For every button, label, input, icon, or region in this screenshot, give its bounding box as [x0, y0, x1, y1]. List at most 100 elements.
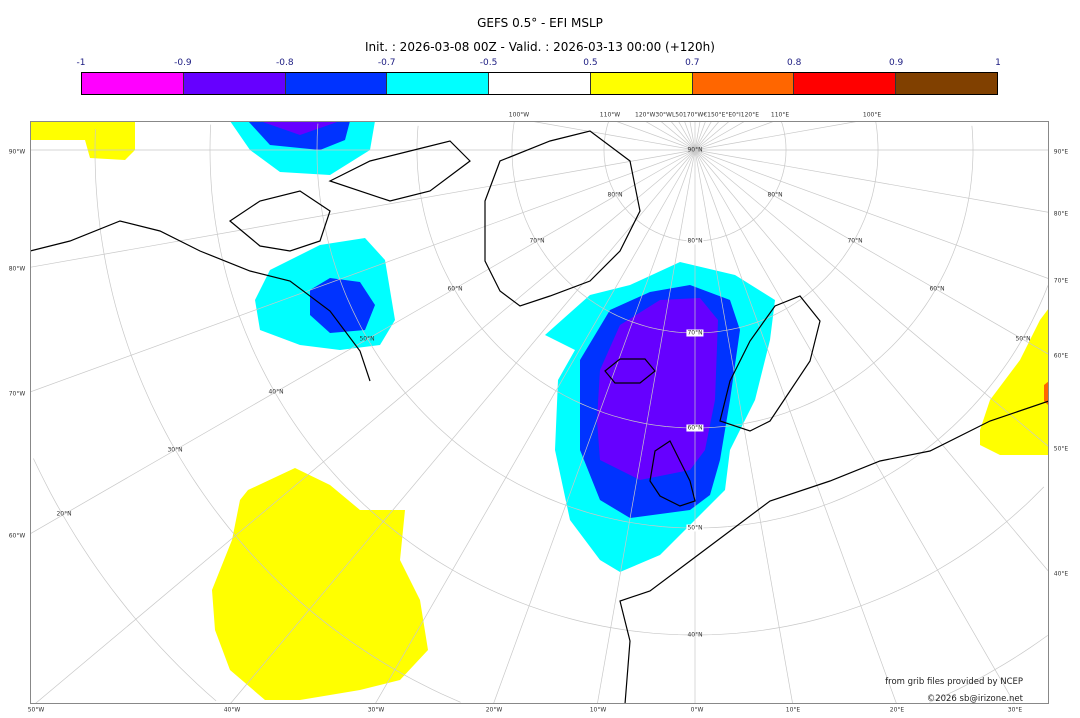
- meridian-line: [694, 149, 1049, 280]
- graticule-label: 10°W: [589, 706, 607, 714]
- meridian-line: [694, 149, 1016, 704]
- meridian-line: [694, 121, 730, 151]
- meridian-line: [677, 121, 696, 151]
- graticule-label: 50°W: [27, 706, 45, 714]
- graticule-label: 20°W: [485, 706, 503, 714]
- scandinavia-coast: [719, 295, 821, 432]
- meridian-line: [694, 121, 713, 151]
- graticule-label: 20°N: [56, 510, 72, 518]
- colorbar-bin: [590, 73, 693, 94]
- graticule-label: 40°N: [687, 631, 703, 639]
- graticule-label: 60°N: [686, 424, 704, 432]
- colorbar-bin: [794, 73, 897, 94]
- graticule-label: 40°W: [223, 706, 241, 714]
- graticule-label: 110°E: [770, 111, 790, 119]
- graticule-label: 100°W: [508, 111, 530, 119]
- graticule-label: 90°W: [8, 148, 26, 156]
- graticule-label: 50°N: [359, 335, 375, 343]
- meridian-line: [694, 121, 706, 151]
- meridian-line: [694, 121, 720, 151]
- latitude-circle: [209, 124, 696, 636]
- britain-coast: [649, 440, 696, 507]
- colorbar-tick-label: -0.9: [174, 58, 192, 68]
- colorbar-bin: [82, 73, 184, 94]
- credit-copyright: ©2026 sb@irizone.net: [926, 694, 1023, 704]
- efi-fields: [30, 121, 1049, 700]
- meridian-line: [30, 149, 696, 535]
- meridian-line: [374, 149, 696, 704]
- latitude-circle: [929, 635, 1048, 703]
- meridian-line: [30, 149, 696, 393]
- colorbar-bin: [285, 73, 388, 94]
- colorbar-tick-label: 1: [995, 58, 1001, 68]
- latitude-circle: [33, 458, 217, 702]
- latitude-circle: [695, 121, 787, 242]
- colorbar-tick-label: -1: [76, 58, 86, 68]
- meridian-line: [694, 121, 701, 151]
- map-subtitle: Init. : 2026-03-08 00Z - Valid. : 2026-0…: [365, 40, 715, 54]
- field-negative-0.7: [310, 278, 375, 333]
- graticule-label: 80°N: [686, 237, 704, 245]
- field-positive-0.5: [980, 308, 1049, 455]
- field-positive-0.5: [212, 468, 428, 700]
- meridian-line: [670, 121, 696, 151]
- latitude-circle: [695, 125, 974, 429]
- colorbar-tick-label: 0.9: [888, 58, 904, 68]
- map-canvas[interactable]: [30, 121, 1049, 704]
- graticule-label: 60°N: [929, 285, 945, 293]
- graticule-label: 80°N: [607, 191, 623, 199]
- credit-source: from grib files provided by NCEP: [885, 677, 1023, 687]
- graticule-label: 110°W: [599, 111, 621, 119]
- colorbar-tick-label: -0.7: [377, 58, 396, 68]
- graticule-label: 70°W: [8, 390, 26, 398]
- meridian-line: [229, 149, 696, 704]
- graticule-label: 90°N: [687, 146, 703, 154]
- meridian-line: [684, 121, 696, 151]
- field-negative-0.8: [260, 121, 340, 135]
- meridian-line: [596, 149, 696, 704]
- graticule-label: 20°E: [889, 706, 905, 714]
- colorbar-tick-label: -0.5: [479, 58, 498, 68]
- field-positive-0.7: [1044, 381, 1049, 406]
- field-positive-0.5: [30, 121, 135, 160]
- graticule-label: 40°N: [268, 388, 284, 396]
- meridian-line: [694, 121, 775, 151]
- arctic-islands-coast: [328, 140, 471, 202]
- meridian-line: [530, 121, 696, 151]
- meridian-line: [689, 121, 696, 151]
- graticule-label: 80°E: [1053, 210, 1069, 218]
- colorbar-bin: [692, 73, 795, 94]
- graticule-label: 50°N: [686, 524, 704, 532]
- meridian-line: [644, 121, 696, 151]
- colorbar: [81, 72, 998, 95]
- iceland-coast: [604, 358, 656, 384]
- colorbar-bin: [489, 73, 591, 94]
- meridian-line: [694, 149, 1049, 355]
- meridian-line: [694, 149, 1049, 448]
- colorbar-bin: [387, 73, 490, 94]
- graticule-label: 50°E: [1053, 445, 1069, 453]
- meridian-line: [694, 149, 1049, 573]
- graticule-label: 100°E: [862, 111, 882, 119]
- north-america-coast: [30, 220, 371, 382]
- graticule-label: 30°N: [167, 446, 183, 454]
- graticule-label: 30°E: [1007, 706, 1023, 714]
- meridian-line: [694, 121, 746, 151]
- graticule-label: 40°E: [1053, 570, 1069, 578]
- graticule-label: 70°N: [686, 329, 704, 337]
- europe-coast: [619, 400, 1049, 704]
- graticule-label: 60°N: [447, 285, 463, 293]
- meridian-line: [694, 149, 794, 704]
- graticule-label: 70°N: [847, 237, 863, 245]
- meridian-line: [694, 149, 897, 704]
- map-title: GEFS 0.5° - EFI MSLP: [477, 16, 603, 30]
- meridian-line: [694, 121, 860, 151]
- colorbar-bin: [183, 73, 286, 94]
- graticule-label: 120°W30°WL50170°W€150°E°E0°I120°E: [635, 111, 759, 119]
- latitude-circle: [94, 129, 461, 703]
- colorbar-bin: [896, 73, 998, 94]
- map-frame: [30, 121, 1049, 704]
- graticule-label: 30°W: [367, 706, 385, 714]
- greenland-coast: [484, 130, 641, 307]
- meridian-line: [660, 121, 696, 151]
